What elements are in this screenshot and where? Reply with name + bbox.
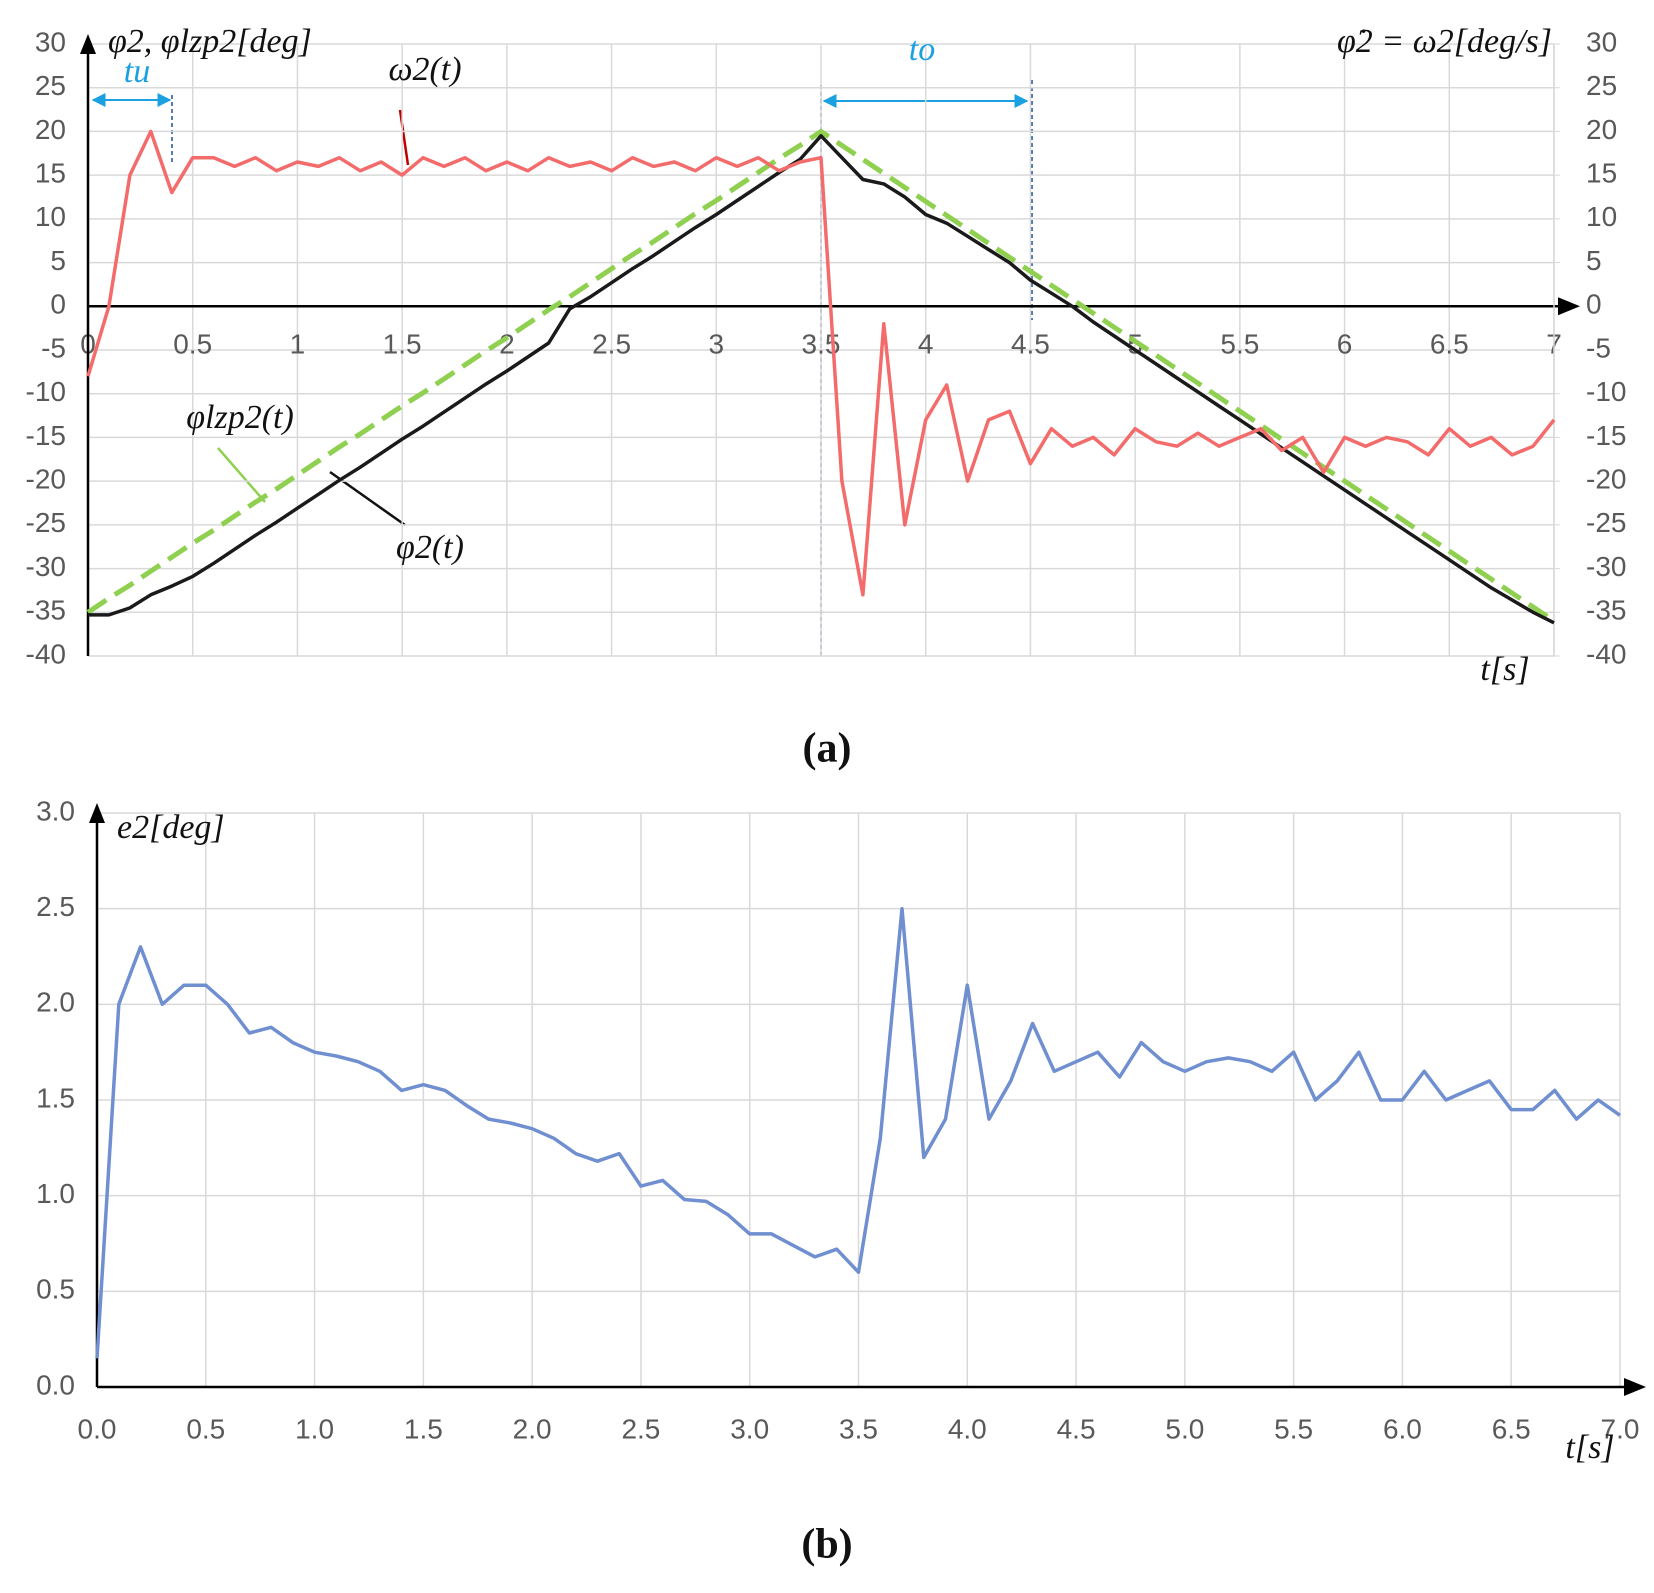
x-axis-label: t[s] <box>1565 1429 1614 1466</box>
x-tick-label: 4.5 <box>1011 329 1050 360</box>
y-tick-label: 0.0 <box>36 1369 75 1400</box>
y-tick-label: -35 <box>26 595 66 626</box>
x-tick-label: 6.0 <box>1383 1413 1422 1444</box>
x-tick-label: 2 <box>499 329 515 360</box>
y-tick-label: 1.5 <box>36 1082 75 1113</box>
x-tick-label: 6.5 <box>1430 329 1469 360</box>
x-tick-label: 5.5 <box>1220 329 1259 360</box>
x-tick-label: 1.5 <box>383 329 422 360</box>
y2-tick-label: -15 <box>1586 420 1626 451</box>
y-tick-label: -15 <box>26 420 66 451</box>
y2-tick-label: 20 <box>1586 114 1617 145</box>
series-line <box>88 134 1555 625</box>
y2-tick-label: 25 <box>1586 70 1617 101</box>
y-tick-label: 10 <box>35 201 66 232</box>
y2-tick-label: -10 <box>1586 376 1626 407</box>
y-tick-label: 5 <box>50 245 66 276</box>
x-tick-label: 4 <box>918 329 934 360</box>
annotation: tu <box>124 53 150 90</box>
x-tick-label: 1.5 <box>404 1413 443 1444</box>
x-tick-label: 0.0 <box>78 1413 117 1444</box>
y-tick-label: 25 <box>35 70 66 101</box>
x-tick-label: 5.5 <box>1274 1413 1313 1444</box>
y-tick-label: 30 <box>35 26 66 57</box>
y-tick-label: 0.5 <box>36 1274 75 1305</box>
leader <box>398 109 410 166</box>
y-tick-label: -25 <box>26 507 66 538</box>
y-tick-label: 1.0 <box>36 1178 75 1209</box>
leader <box>217 447 266 503</box>
x-tick-label: 3 <box>708 329 724 360</box>
y2-tick-label: 5 <box>1586 245 1602 276</box>
y2-tick-label: -25 <box>1586 507 1626 538</box>
y-axis-label: e2[deg] <box>117 809 225 846</box>
x-tick-label: 6 <box>1337 329 1353 360</box>
series-line <box>86 129 1556 597</box>
caption: (a) <box>803 726 852 772</box>
series-label: ω2(t) <box>388 51 461 88</box>
series-line <box>86 128 1556 624</box>
x-tick-label: 5.0 <box>1165 1413 1204 1444</box>
y2-tick-label: -20 <box>1586 464 1626 495</box>
x-axis-arrow <box>1624 1378 1646 1396</box>
x-tick-label: 6.5 <box>1492 1413 1531 1444</box>
y-axis-arrow <box>80 34 96 54</box>
x-tick-label: 4.0 <box>948 1413 987 1444</box>
x-tick-label: 0.5 <box>173 329 212 360</box>
x-tick-label: 2.0 <box>513 1413 552 1444</box>
y2-tick-label: 0 <box>1586 289 1602 320</box>
y2-tick-label: -5 <box>1586 332 1611 363</box>
x-tick-label: 4.5 <box>1057 1413 1096 1444</box>
y-tick-label: 15 <box>35 158 66 189</box>
y-axis-arrow <box>89 803 105 823</box>
x-tick-label: 1.0 <box>295 1413 334 1444</box>
y2-tick-label: -35 <box>1586 595 1626 626</box>
x-tick-label: 0.5 <box>186 1413 225 1444</box>
x-tick-label: 2.5 <box>592 329 631 360</box>
y2-tick-label: -40 <box>1586 638 1626 669</box>
y-tick-label: -20 <box>26 464 66 495</box>
series-label: φ2(t) <box>396 529 464 566</box>
y2-tick-label: 10 <box>1586 201 1617 232</box>
y-tick-label: 2.5 <box>36 891 75 922</box>
series-line <box>95 906 1622 1359</box>
x-tick-label: 3.0 <box>730 1413 769 1444</box>
y-tick-label: 3.0 <box>36 795 75 826</box>
x-axis-arrow <box>1558 297 1580 316</box>
y2-tick-label: 15 <box>1586 158 1617 189</box>
y-tick-label: -5 <box>41 332 66 363</box>
y-tick-label: -40 <box>26 638 66 669</box>
x-tick-label: 7.0 <box>1601 1413 1640 1444</box>
x-axis-label: t[s] <box>1480 651 1529 688</box>
y2-tick-label: 30 <box>1586 26 1617 57</box>
x-tick-label: 2.5 <box>621 1413 660 1444</box>
y2-axis-label: φ̇2 = ω2[deg/s] <box>1337 23 1552 60</box>
caption: (b) <box>801 1522 852 1568</box>
y-tick-label: 2.0 <box>36 987 75 1018</box>
y-axis-label: φ2, φlzp2[deg] <box>108 23 312 60</box>
x-tick-label: 1 <box>290 329 306 360</box>
y-tick-label: 0 <box>50 289 66 320</box>
series-label: φlzp2(t) <box>186 399 294 436</box>
x-tick-label: 3.5 <box>839 1413 878 1444</box>
y2-tick-label: -30 <box>1586 551 1626 582</box>
y-tick-label: -10 <box>26 376 66 407</box>
y-tick-label: 20 <box>35 114 66 145</box>
y-tick-label: -30 <box>26 551 66 582</box>
annotation: to <box>909 31 935 68</box>
